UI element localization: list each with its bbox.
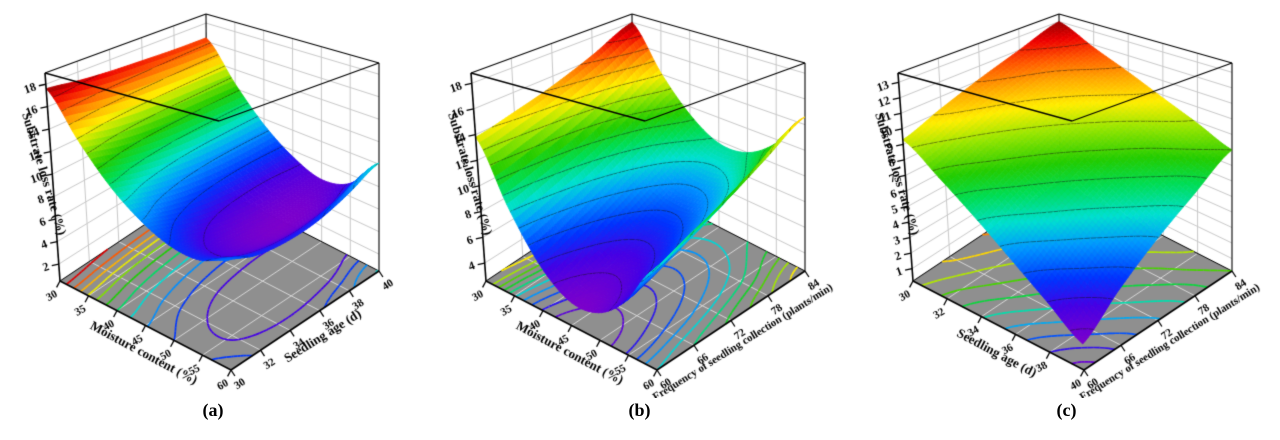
surface-plot-c [853,0,1280,398]
surface-plot-a [0,0,426,398]
surface-plot-b [426,0,853,398]
caption-a: (a) [202,400,224,420]
caption-c: (c) [1056,400,1077,420]
panel-a: (a) [0,0,426,440]
panel-b: (b) [426,0,853,440]
panel-c: (c) [853,0,1280,440]
caption-b: (b) [628,400,651,420]
